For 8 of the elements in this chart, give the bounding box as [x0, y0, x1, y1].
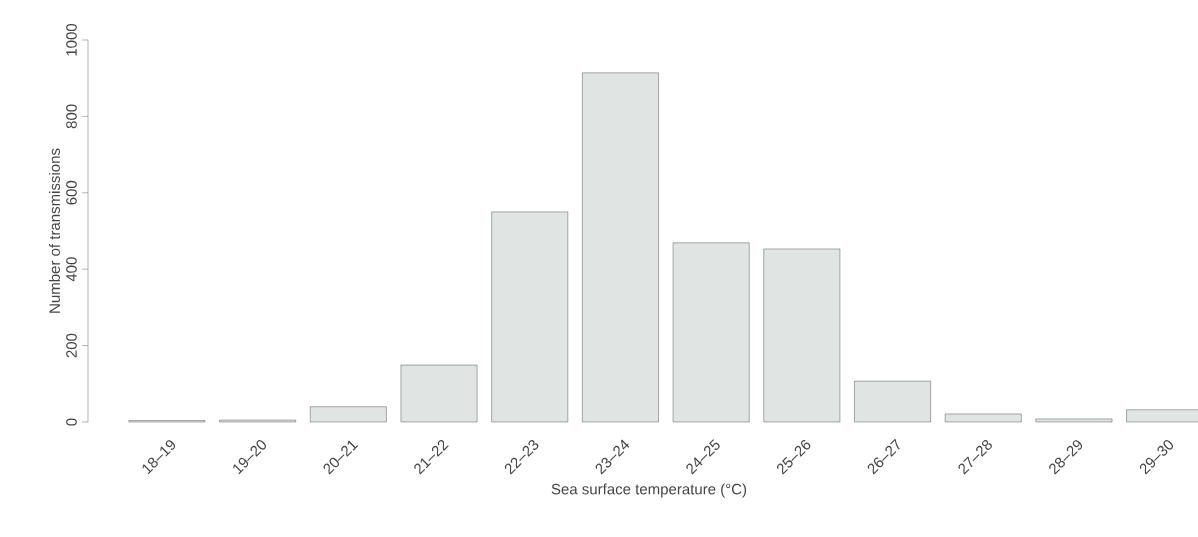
y-tick-label: 1000 [66, 23, 77, 56]
y-axis-title: Number of transmissions [48, 148, 60, 313]
y-tick-label: 200 [66, 333, 77, 358]
x-axis-title: Sea surface temperature (°C) [551, 483, 747, 498]
y-tick-label: 400 [66, 257, 77, 282]
y-tick-label: 600 [66, 180, 77, 205]
y-tick-label: 800 [66, 104, 77, 129]
y-tick-label: 0 [66, 418, 77, 426]
